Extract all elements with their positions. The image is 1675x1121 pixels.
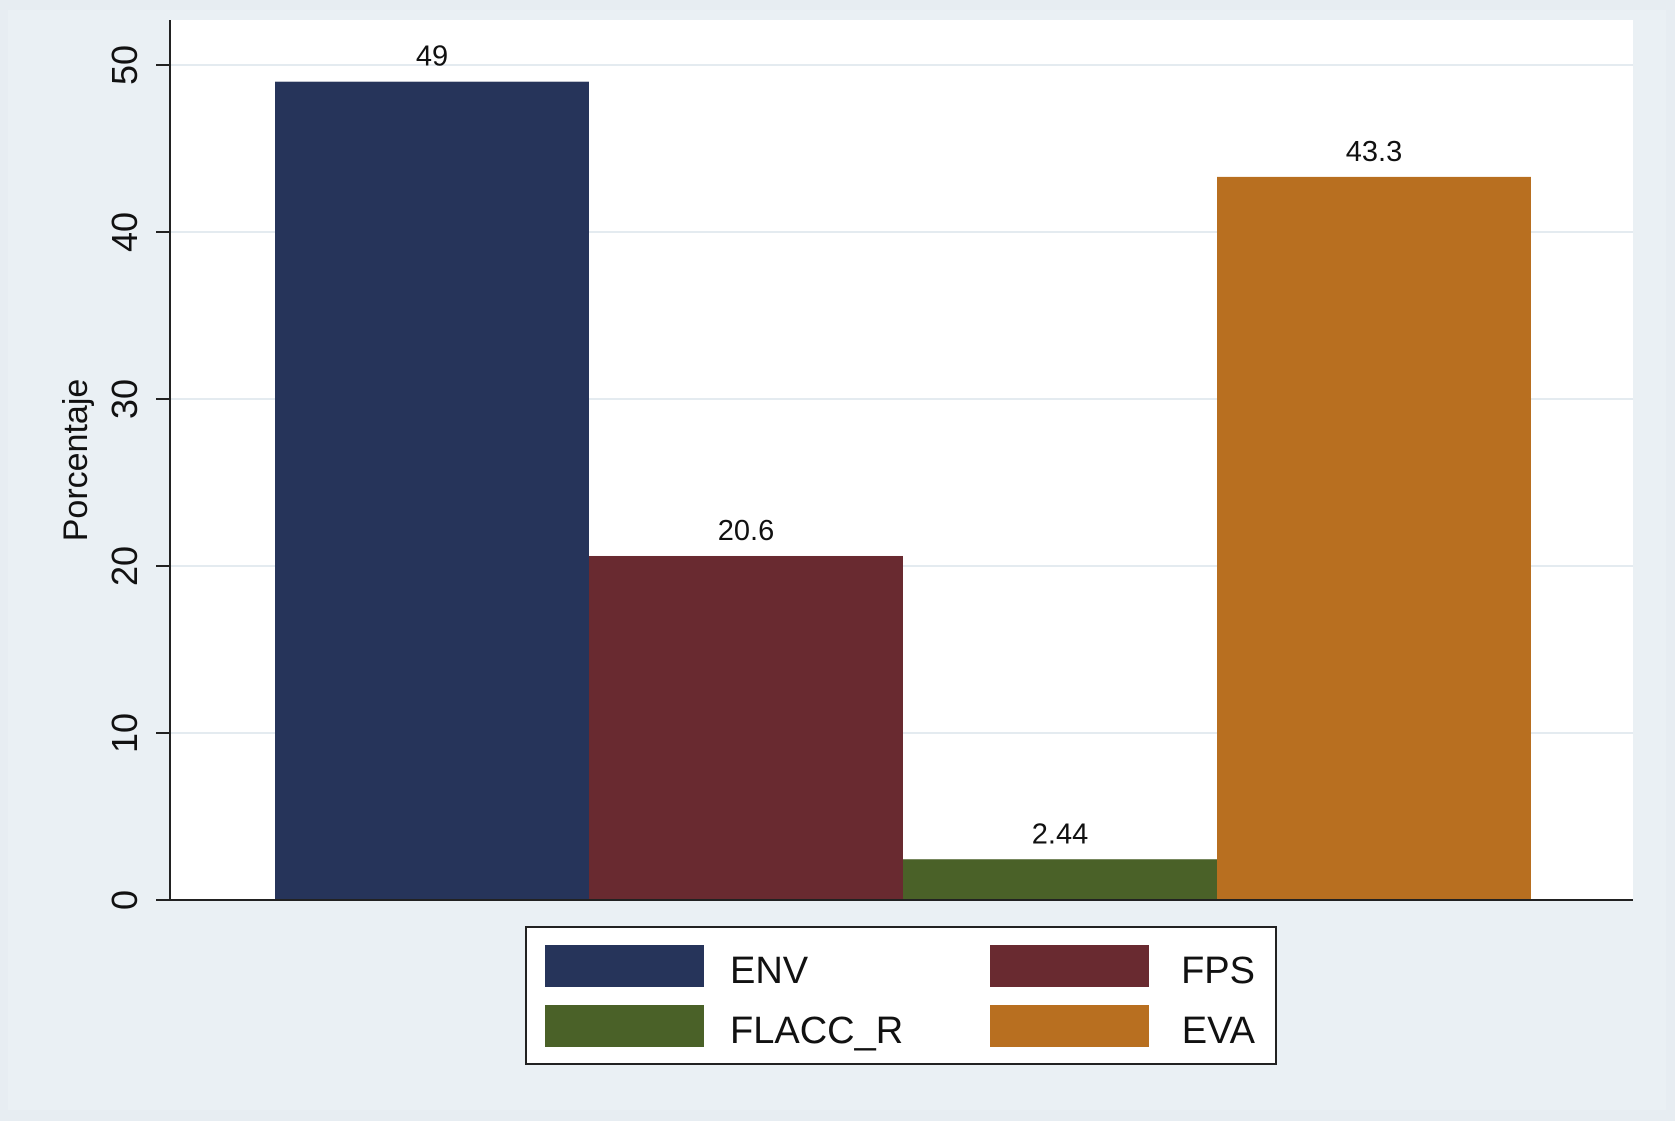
legend-swatch-fps (990, 945, 1149, 987)
value-labels: 49 20.6 2.44 43.3 (416, 41, 1402, 851)
y-axis-label: Porcentaje (57, 379, 95, 542)
bar-eva (1217, 176, 1531, 900)
bar-fps (589, 555, 903, 900)
legend-swatch-eva (990, 1005, 1149, 1047)
y-tick-label-0: 0 (104, 890, 145, 910)
value-label-eva: 43.3 (1346, 136, 1402, 168)
value-label-flacc-r: 2.44 (1032, 818, 1088, 850)
legend-swatch-flacc-r (545, 1005, 704, 1047)
legend-swatch-env (545, 945, 704, 987)
value-label-fps: 20.6 (718, 515, 774, 547)
y-tick-label-50: 50 (104, 45, 145, 85)
y-tick-label-20: 20 (104, 546, 145, 586)
legend-label-eva: EVA (1182, 1010, 1256, 1052)
legend: ENV FPS FLACC_R EVA (525, 926, 1277, 1065)
bar-flacc-r (903, 859, 1217, 900)
value-label-env: 49 (416, 41, 448, 73)
legend-label-fps: FPS (1181, 950, 1255, 992)
y-tick-label-10: 10 (104, 713, 145, 753)
legend-label-env: ENV (730, 950, 809, 992)
legend-items: ENV FPS FLACC_R EVA (545, 945, 1256, 1052)
y-tick-label-30: 30 (104, 379, 145, 419)
bar-env (275, 81, 589, 900)
bars (275, 81, 1531, 900)
y-tick-label-40: 40 (104, 212, 145, 252)
y-axis-ticks: 0 10 20 30 40 50 (104, 45, 170, 910)
legend-label-flacc-r: FLACC_R (730, 1010, 903, 1052)
